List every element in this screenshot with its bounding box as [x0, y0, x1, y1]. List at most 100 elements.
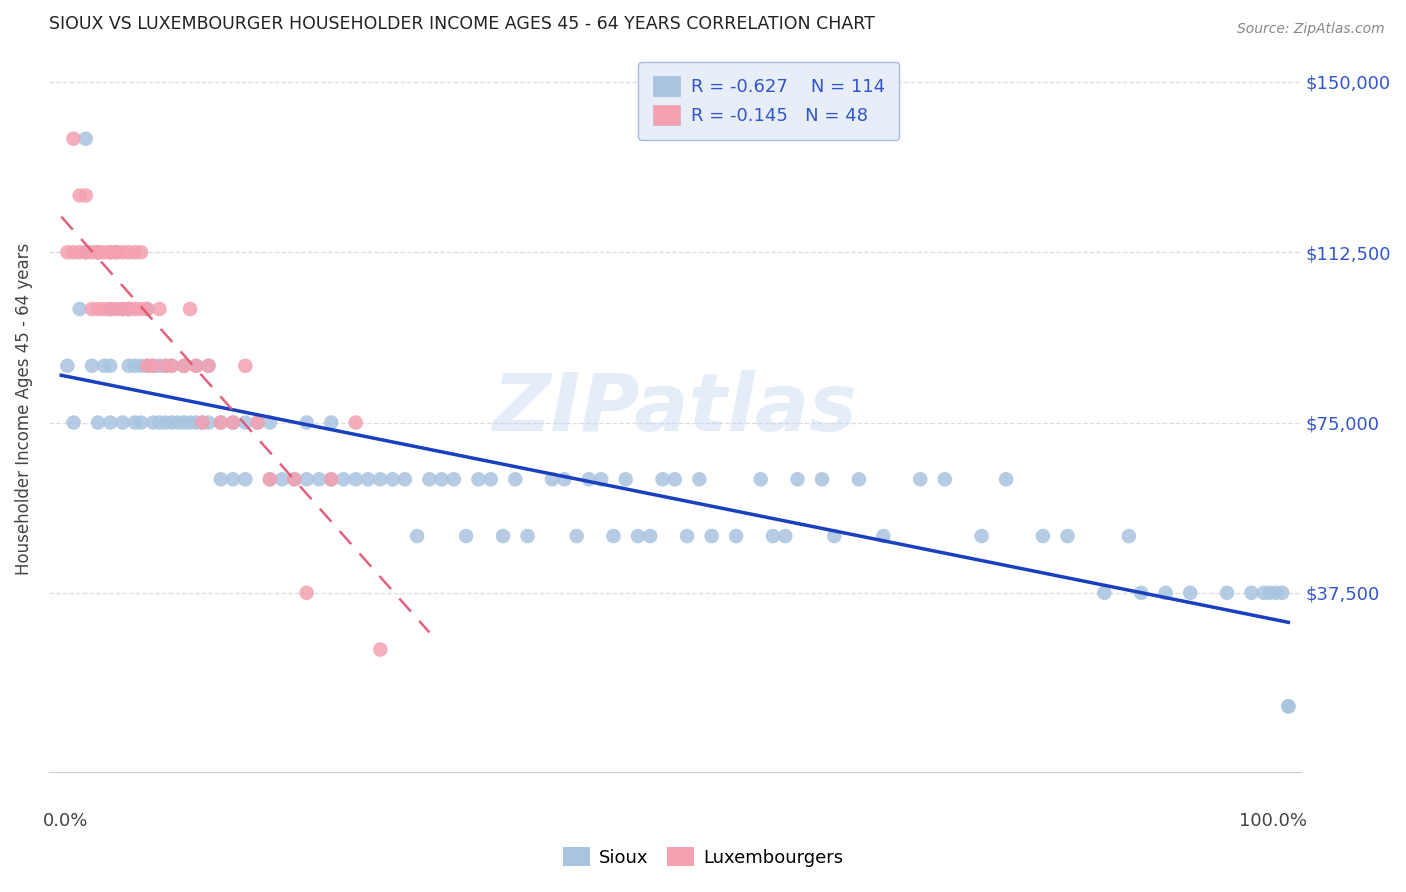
Point	[651, 472, 673, 486]
Point	[1265, 586, 1288, 600]
Point	[1271, 586, 1294, 600]
Point	[136, 301, 159, 316]
Point	[129, 245, 152, 260]
Point	[98, 301, 121, 316]
Point	[321, 472, 343, 486]
Point	[467, 472, 489, 486]
Point	[173, 416, 195, 430]
Point	[492, 529, 515, 543]
Text: Source: ZipAtlas.com: Source: ZipAtlas.com	[1237, 22, 1385, 37]
Point	[136, 359, 159, 373]
Point	[553, 472, 575, 486]
Point	[406, 529, 429, 543]
Point	[75, 245, 97, 260]
Point	[381, 472, 404, 486]
Point	[1056, 529, 1078, 543]
Point	[456, 529, 478, 543]
Point	[148, 301, 170, 316]
Point	[93, 359, 115, 373]
Point	[75, 245, 97, 260]
Point	[811, 472, 834, 486]
Point	[233, 359, 256, 373]
Point	[155, 359, 177, 373]
Point	[1118, 529, 1140, 543]
Point	[1130, 586, 1153, 600]
Point	[69, 301, 91, 316]
Point	[934, 472, 956, 486]
Point	[160, 416, 183, 430]
Point	[233, 416, 256, 430]
Point	[111, 301, 134, 316]
Point	[75, 132, 97, 146]
Point	[995, 472, 1018, 486]
Point	[179, 301, 201, 316]
Point	[321, 416, 343, 430]
Point	[129, 301, 152, 316]
Point	[259, 472, 281, 486]
Point	[173, 359, 195, 373]
Point	[186, 359, 208, 373]
Point	[578, 472, 600, 486]
Point	[179, 416, 201, 430]
Point	[173, 359, 195, 373]
Point	[368, 472, 391, 486]
Point	[87, 245, 110, 260]
Point	[222, 472, 245, 486]
Legend: R = -0.627    N = 114, R = -0.145   N = 48: R = -0.627 N = 114, R = -0.145 N = 48	[638, 62, 900, 140]
Point	[321, 472, 343, 486]
Text: 100.0%: 100.0%	[1239, 812, 1308, 830]
Point	[283, 472, 305, 486]
Point	[786, 472, 808, 486]
Point	[749, 472, 772, 486]
Point	[418, 472, 440, 486]
Point	[222, 416, 245, 430]
Point	[62, 416, 84, 430]
Point	[602, 529, 624, 543]
Text: SIOUX VS LUXEMBOURGER HOUSEHOLDER INCOME AGES 45 - 64 YEARS CORRELATION CHART: SIOUX VS LUXEMBOURGER HOUSEHOLDER INCOME…	[49, 15, 875, 33]
Point	[295, 586, 318, 600]
Point	[1240, 586, 1263, 600]
Point	[69, 245, 91, 260]
Point	[259, 472, 281, 486]
Point	[87, 301, 110, 316]
Point	[105, 245, 128, 260]
Point	[1032, 529, 1054, 543]
Text: 0.0%: 0.0%	[42, 812, 89, 830]
Point	[1253, 586, 1275, 600]
Point	[136, 359, 159, 373]
Point	[246, 416, 269, 430]
Point	[142, 416, 165, 430]
Point	[443, 472, 465, 486]
Point	[1154, 586, 1177, 600]
Point	[124, 245, 146, 260]
Point	[209, 472, 232, 486]
Point	[627, 529, 650, 543]
Point	[295, 472, 318, 486]
Point	[56, 245, 79, 260]
Point	[344, 472, 367, 486]
Point	[124, 301, 146, 316]
Point	[98, 416, 121, 430]
Point	[700, 529, 723, 543]
Point	[105, 245, 128, 260]
Point	[565, 529, 588, 543]
Point	[191, 416, 214, 430]
Point	[197, 416, 219, 430]
Point	[209, 416, 232, 430]
Point	[129, 416, 152, 430]
Point	[516, 529, 538, 543]
Point	[910, 472, 932, 486]
Point	[62, 245, 84, 260]
Point	[93, 301, 115, 316]
Point	[762, 529, 785, 543]
Point	[1180, 586, 1202, 600]
Point	[1277, 699, 1299, 714]
Point	[271, 472, 294, 486]
Point	[191, 416, 214, 430]
Point	[105, 301, 128, 316]
Point	[283, 472, 305, 486]
Point	[56, 359, 79, 373]
Point	[872, 529, 894, 543]
Point	[233, 472, 256, 486]
Point	[124, 359, 146, 373]
